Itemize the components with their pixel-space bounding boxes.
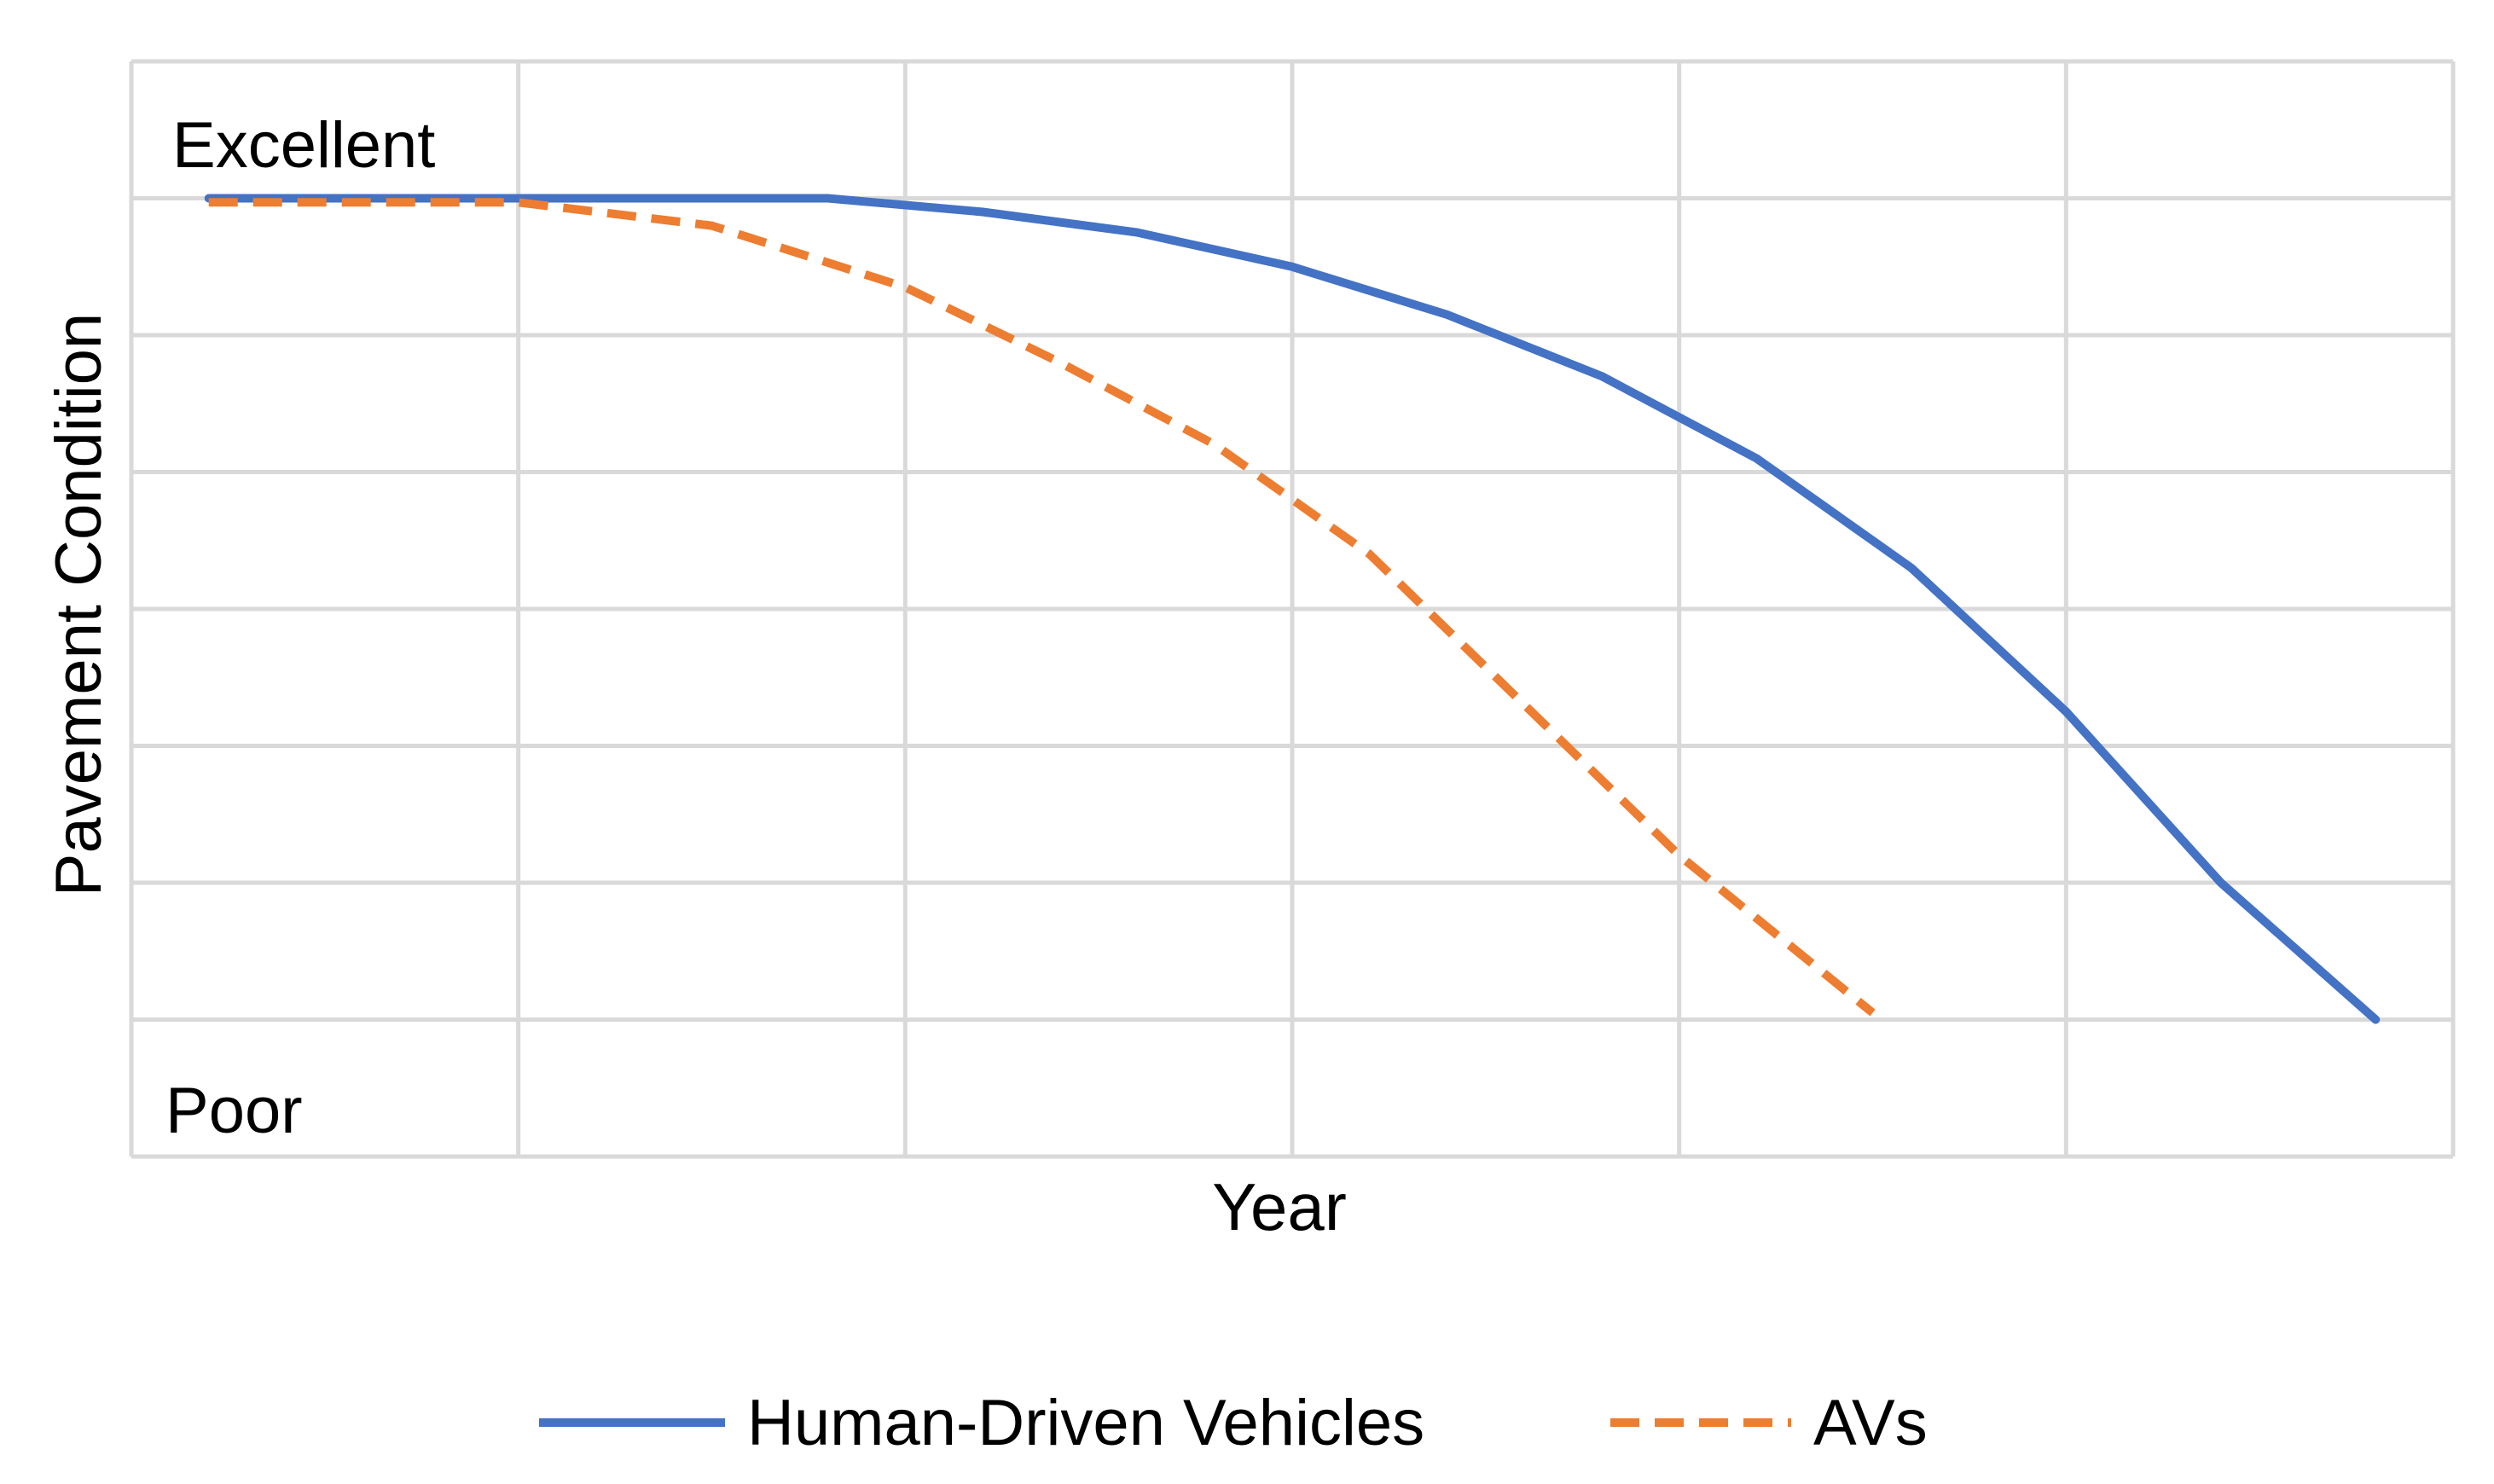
legend-label-human-driven-vehicles: Human-Driven Vehicles [747, 1387, 1424, 1459]
y-bottom-label: Poor [165, 1075, 303, 1147]
legend-label-avs: AVs [1813, 1387, 1928, 1459]
legend: Human-Driven Vehicles AVs [539, 1387, 1928, 1459]
x-axis-title: Year [1212, 1169, 1347, 1244]
y-axis-title: Pavement Condition [43, 313, 115, 896]
series-layer [204, 194, 2381, 1024]
grid [129, 59, 2456, 1159]
series-line-human-driven-vehicles [204, 194, 2381, 1024]
series-line-avs [208, 198, 1876, 1017]
y-top-label: Excellent [172, 109, 435, 182]
